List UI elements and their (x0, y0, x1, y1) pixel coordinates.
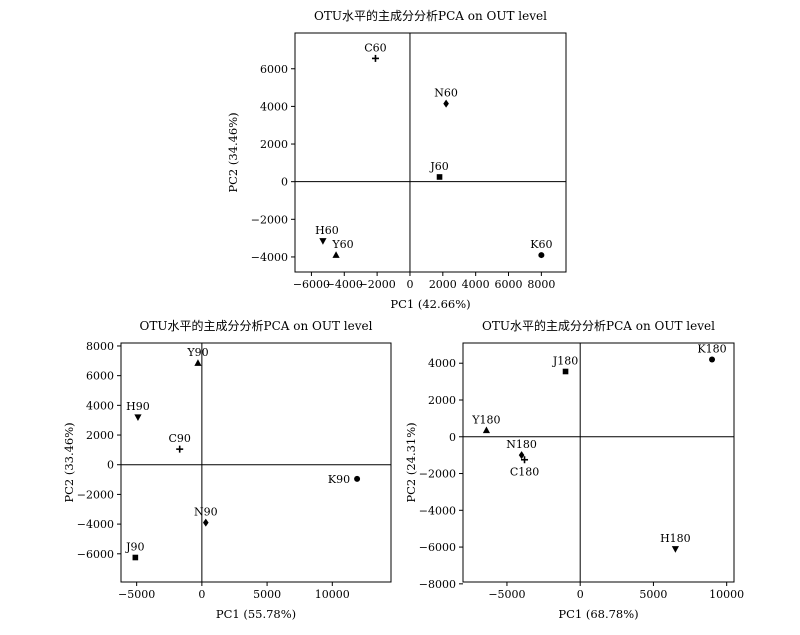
y-tick-label: −8000 (419, 578, 456, 591)
point-label: Y180 (471, 413, 500, 426)
point-label: N180 (506, 438, 537, 451)
x-axis-label: PC1 (42.66%) (390, 297, 470, 311)
point-k90 (354, 475, 361, 482)
point-y180 (482, 426, 491, 434)
y-tick-label: −4000 (419, 504, 456, 517)
point-label: K180 (697, 343, 726, 356)
point-n180 (518, 451, 525, 460)
point-label: K90 (328, 473, 350, 486)
x-tick-label: −5000 (118, 588, 155, 601)
y-axis-label: PC2 (24.31%) (404, 422, 418, 502)
point-label: K60 (530, 238, 552, 251)
y-tick-label: 4000 (428, 357, 456, 370)
x-tick-label: 0 (577, 588, 584, 601)
plot-frame (462, 342, 735, 583)
point-y60 (332, 251, 340, 258)
y-tick-label: −4000 (77, 518, 114, 531)
point-label: H180 (660, 532, 691, 545)
x-tick-label: 10000 (709, 588, 744, 601)
chart-title: OTU水平的主成分分析PCA on OUT level (140, 318, 373, 333)
point-c180 (521, 456, 529, 464)
y-tick-label: −2000 (77, 488, 114, 501)
chart-title: OTU水平的主成分分析PCA on OUT level (314, 8, 547, 23)
y-tick-label: 2000 (86, 429, 114, 442)
point-h180 (671, 546, 680, 553)
x-tick-label: −2000 (359, 278, 396, 291)
plot-frame (120, 342, 392, 583)
point-k60 (538, 252, 545, 259)
x-tick-label: 2000 (429, 278, 457, 291)
point-k180 (709, 356, 716, 363)
x-tick-label: 8000 (527, 278, 555, 291)
point-j180 (562, 368, 569, 375)
y-tick-label: −6000 (419, 541, 456, 554)
y-tick-label: 4000 (86, 399, 114, 412)
x-tick-label: 10000 (315, 588, 350, 601)
point-y90 (194, 359, 202, 366)
plot-frame (294, 32, 567, 273)
point-h90 (134, 414, 142, 422)
point-label: H60 (315, 224, 339, 237)
y-tick-label: 0 (449, 431, 456, 444)
point-label: N60 (434, 87, 458, 100)
y-tick-label: −6000 (77, 548, 114, 561)
x-tick-label: 5000 (639, 588, 667, 601)
pca-180-chart: OTU水平的主成分分析PCA on OUT level −5000 0 5000 100… (404, 318, 744, 621)
y-tick-label: 0 (107, 459, 114, 472)
y-axis-label: PC2 (33.46%) (62, 422, 76, 502)
point-label: Y60 (331, 238, 353, 251)
x-axis-label: PC1 (55.78%) (216, 607, 296, 621)
pca-60-chart: OTU水平的主成分分析PCA on OUT level−6000−4000−20… (226, 8, 567, 311)
point-h60 (319, 238, 327, 245)
x-tick-label: 6000 (495, 278, 523, 291)
x-tick-label: −4000 (326, 278, 363, 291)
point-label: H90 (126, 400, 150, 413)
y-tick-label: 4000 (260, 100, 288, 113)
point-n60 (443, 99, 449, 108)
point-label: J60 (429, 160, 448, 173)
point-label: Y90 (186, 346, 208, 359)
point-j90 (132, 554, 139, 561)
y-tick-label: 2000 (260, 138, 288, 151)
point-n90 (202, 518, 209, 527)
point-label: C90 (168, 432, 190, 445)
y-axis-label: PC2 (34.46%) (226, 112, 240, 192)
point-label: J90 (125, 541, 144, 554)
x-tick-label: 4000 (462, 278, 490, 291)
y-tick-label: 0 (281, 176, 288, 189)
y-tick-label: 2000 (428, 394, 456, 407)
x-tick-label: 0 (198, 588, 205, 601)
x-tick-label: −6000 (293, 278, 330, 291)
x-tick-label: 0 (406, 278, 413, 291)
x-tick-label: 5000 (253, 588, 281, 601)
y-tick-label: −2000 (419, 468, 456, 481)
point-c60 (371, 54, 379, 62)
point-c90 (176, 445, 184, 453)
x-axis-label: PC1 (68.78%) (558, 607, 638, 621)
y-tick-label: 6000 (86, 370, 114, 383)
point-j60 (436, 174, 443, 180)
point-label: C180 (510, 466, 539, 479)
y-tick-label: −2000 (251, 213, 288, 226)
point-label: C60 (364, 41, 386, 54)
y-tick-label: 8000 (86, 340, 114, 353)
pca-90-chart: OTU水平的主成分分析PCA on OUT level −5000 0 5000 100… (62, 318, 392, 621)
point-label: J180 (552, 354, 578, 367)
y-tick-label: 6000 (260, 63, 288, 76)
y-tick-label: −4000 (251, 251, 288, 264)
point-label: N90 (194, 506, 218, 519)
chart-title: OTU水平的主成分分析PCA on OUT level (482, 318, 715, 333)
x-tick-label: −5000 (488, 588, 525, 601)
